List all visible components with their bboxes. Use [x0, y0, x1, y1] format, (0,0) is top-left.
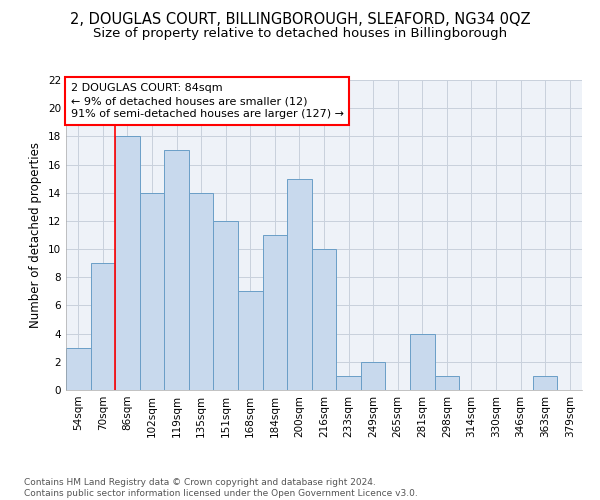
Bar [91, 263, 115, 390]
Y-axis label: Number of detached properties: Number of detached properties [29, 142, 43, 328]
Bar [410, 334, 434, 390]
Text: 2 DOUGLAS COURT: 84sqm
← 9% of detached houses are smaller (12)
91% of semi-deta: 2 DOUGLAS COURT: 84sqm ← 9% of detached … [71, 83, 344, 119]
Bar [238, 292, 263, 390]
Bar [361, 362, 385, 390]
Bar [533, 376, 557, 390]
Text: 2, DOUGLAS COURT, BILLINGBOROUGH, SLEAFORD, NG34 0QZ: 2, DOUGLAS COURT, BILLINGBOROUGH, SLEAFO… [70, 12, 530, 28]
Bar [312, 249, 336, 390]
Bar [434, 376, 459, 390]
Bar [214, 221, 238, 390]
Text: Size of property relative to detached houses in Billingborough: Size of property relative to detached ho… [93, 28, 507, 40]
Bar [263, 235, 287, 390]
Bar [287, 178, 312, 390]
Text: Contains HM Land Registry data © Crown copyright and database right 2024.
Contai: Contains HM Land Registry data © Crown c… [24, 478, 418, 498]
Bar [336, 376, 361, 390]
Bar [164, 150, 189, 390]
Bar [115, 136, 140, 390]
Bar [140, 192, 164, 390]
Bar [66, 348, 91, 390]
Bar [189, 192, 214, 390]
